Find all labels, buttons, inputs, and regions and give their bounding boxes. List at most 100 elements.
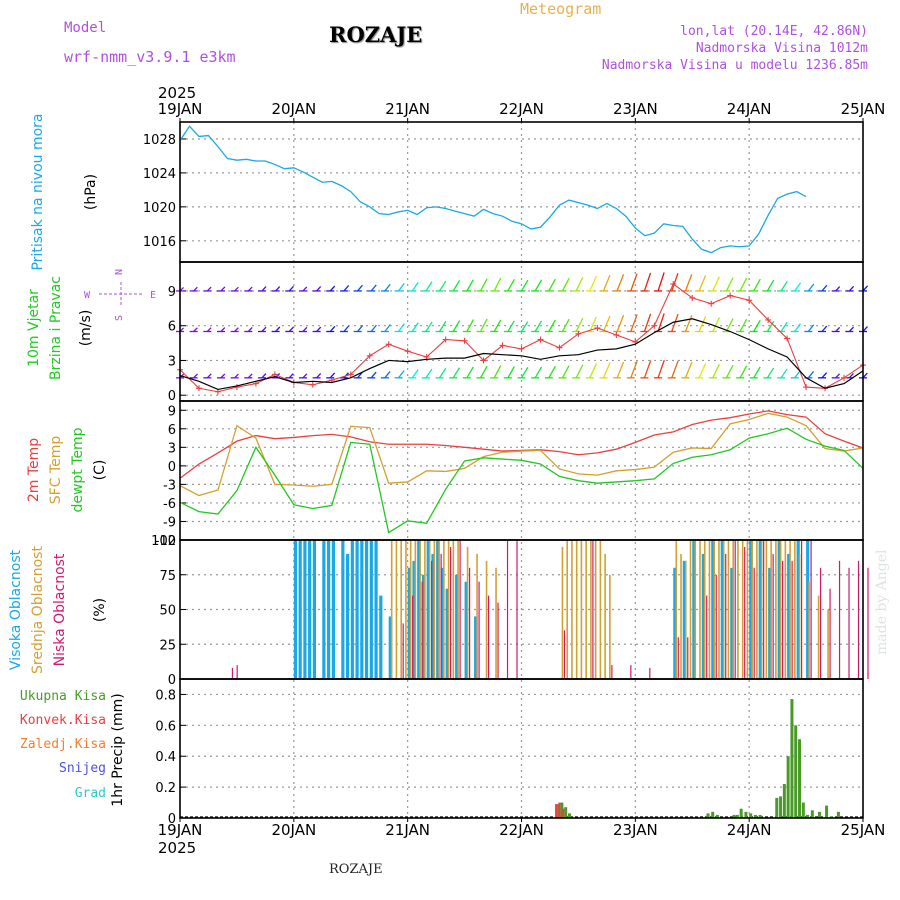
high-cloud-bar: [711, 540, 715, 679]
wind-barb: [438, 280, 447, 292]
wind-barb: [411, 282, 419, 292]
wind-barb: [739, 318, 748, 332]
wind-barb: [507, 366, 515, 379]
conv-precip-bar: [555, 804, 558, 818]
x-tick-label-top: 25JAN: [841, 100, 886, 118]
wind-unit-label: (m/s): [78, 310, 94, 347]
high-cloud-bar: [360, 540, 364, 679]
low-cloud-bar: [431, 560, 433, 679]
mid-cloud-bar: [775, 540, 777, 679]
high-cloud-bar: [768, 567, 772, 679]
mid-cloud-bar: [784, 540, 787, 679]
wind-barb: [438, 320, 447, 332]
wind-speed-line: [179, 318, 864, 391]
mid-cloud-bar: [794, 540, 796, 679]
compass-east: E: [150, 290, 156, 301]
high-cloud-bar: [346, 553, 350, 679]
high-cloud-bar: [298, 540, 302, 679]
mid-cloud-bar: [680, 553, 682, 679]
high-cloud-bar: [673, 567, 677, 679]
wind-barb: [643, 272, 652, 292]
y-tick-label: 75: [159, 569, 176, 584]
total-precip-bar: [806, 814, 810, 818]
wind-barb: [370, 324, 377, 332]
mid-cloud-bar: [590, 540, 592, 679]
mid-cloud-bar: [414, 540, 417, 679]
compass-north: N: [114, 269, 125, 275]
mid-cloud-bar: [585, 540, 587, 679]
total-precip-bar: [801, 802, 805, 818]
high-cloud-bar: [421, 574, 426, 679]
mid-cloud-bar: [424, 540, 426, 679]
low-cloud-bar: [506, 540, 509, 679]
precip-legend-snow: Snijeg: [59, 761, 106, 776]
x-tick-label-bottom: 24JAN: [727, 821, 772, 839]
pressure-unit-label: (hPa): [83, 174, 99, 210]
wind-barb: [630, 314, 638, 332]
x-tick-label-top: 19JAN: [158, 100, 203, 118]
cloud-unit-label: (%): [92, 598, 108, 622]
wind-barb: [602, 274, 611, 292]
panel-clouds: 0 25 50 75 100: [151, 534, 863, 688]
wind-barb: [247, 286, 253, 292]
y-tick-label: 1020: [143, 201, 176, 216]
y-tick-label: 1028: [143, 133, 176, 148]
wind-barb: [780, 281, 788, 292]
wind-barb: [316, 286, 322, 292]
wind-barb: [479, 278, 488, 292]
total-precip-bar: [744, 811, 748, 818]
wind-barb: [384, 371, 391, 379]
wind-barb: [753, 319, 761, 332]
mid-cloud-bar: [718, 540, 720, 679]
x-year-top: 2025: [158, 84, 196, 102]
high-cloud-bar: [369, 540, 373, 679]
mid-cloud-bar: [817, 595, 820, 679]
wind-axis-title-2: Brzina i Pravac: [48, 276, 64, 380]
wind-barb: [616, 274, 625, 292]
low-cloud-bar: [819, 567, 822, 679]
wind-barb: [316, 326, 322, 332]
total-precip-bar: [825, 805, 829, 818]
high-cloud-bar: [350, 540, 354, 679]
wind-barb: [275, 326, 281, 332]
high-cloud-bar: [758, 540, 762, 679]
high-cloud-bar: [374, 540, 378, 679]
precip-axis-title: 1hr Precip (mm): [110, 693, 126, 806]
wind-barb: [275, 286, 281, 292]
wind-barb: [589, 363, 598, 379]
y-tick-label: 3: [168, 354, 176, 369]
mid-cloud-bar: [604, 553, 606, 679]
mid-cloud-bar: [457, 540, 459, 679]
y-tick-label: -12: [155, 534, 176, 549]
x-tick-label-top: 20JAN: [271, 100, 316, 118]
y-tick-label: 0: [168, 673, 176, 688]
y-tick-label: 0.8: [155, 688, 176, 703]
chart-kind-label: Meteogram: [520, 0, 602, 18]
conv-precip-bar: [558, 802, 561, 818]
mid-cloud-bar: [746, 540, 749, 679]
mid-cloud-bar: [466, 546, 469, 679]
wind-barb: [261, 373, 267, 379]
mid-cloud-bar: [580, 540, 583, 679]
wind-barb: [780, 321, 788, 332]
high-cloud-bar: [806, 540, 810, 679]
high-cloud-bar: [364, 540, 369, 679]
high-cloud-bar: [303, 540, 307, 679]
high-cloud-bar: [730, 567, 734, 679]
wind-barb: [643, 360, 652, 379]
wind-barb: [712, 317, 720, 332]
mid-cloud-bar: [476, 553, 478, 679]
y-tick-label: 25: [159, 638, 176, 653]
y-tick-label: 0: [168, 389, 176, 404]
wind-barb: [589, 275, 597, 292]
wind-barb: [575, 317, 584, 332]
wind-barb: [821, 325, 828, 332]
high-cloud-bar: [796, 540, 800, 679]
model-name: wrf-nmm_v3.9.1 e3km: [64, 48, 236, 66]
x-tick-label-bottom: 22JAN: [499, 821, 544, 839]
lonlat-label: lon,lat (20.14E, 42.86N): [680, 24, 868, 39]
x-tick-label-bottom: 25JAN: [841, 821, 886, 839]
wind-barb: [411, 369, 419, 379]
y-tick-label: 6: [168, 423, 176, 438]
